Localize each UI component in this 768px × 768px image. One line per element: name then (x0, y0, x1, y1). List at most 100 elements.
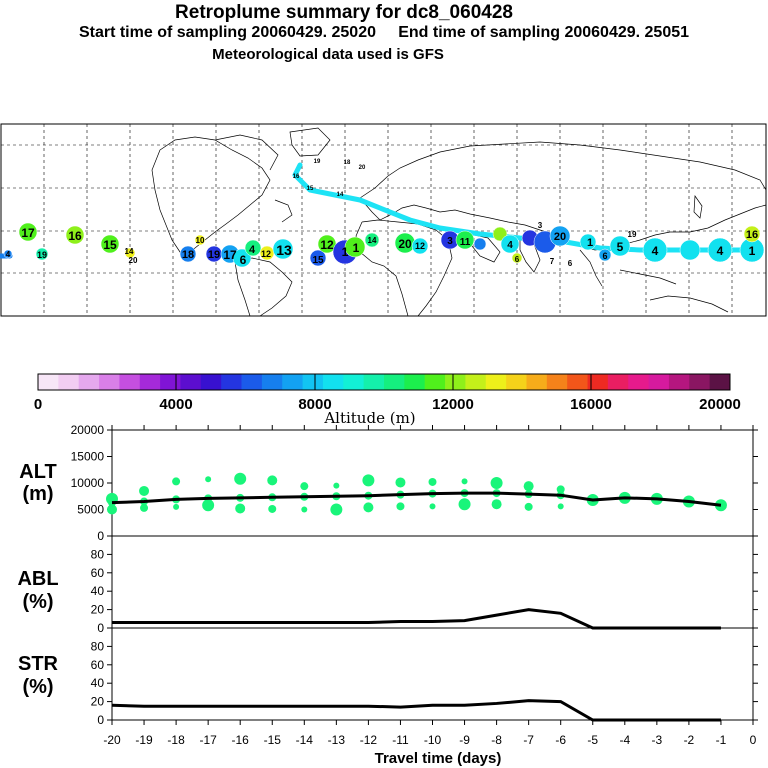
trajectory-marker (364, 232, 380, 248)
trajectory-marker (511, 252, 523, 264)
figure-title: Retroplume summary for dc8_060428 (175, 2, 513, 23)
abl-marks (112, 608, 721, 630)
trajectory-marker (100, 234, 120, 254)
x-axis: -20 -19 -18 -17 -16 -15 -14 -13 -12 -11 -10 -9 -8 -7-… (103, 425, 757, 747)
map-day-label: 19 (37, 250, 47, 260)
colorbar-cell (38, 374, 59, 390)
map-day-label: 20 (359, 165, 366, 171)
colorbar-cell (587, 374, 609, 390)
colorbar-cell (404, 374, 426, 390)
y-tick-label: 0 (97, 621, 104, 635)
alt-point (363, 502, 374, 513)
map-day-label: 12 (261, 249, 271, 259)
trajectory-marker (179, 245, 197, 263)
x-tick-label: -16 (232, 733, 250, 747)
colorbar-tick: 8000 (298, 396, 331, 413)
str-line (111, 699, 721, 722)
trajectory-marker (609, 235, 631, 257)
y-tick-label: 10000 (71, 476, 105, 490)
colorbar-cell (200, 374, 222, 390)
abl-ylabel-unit: (%) (22, 591, 53, 613)
trajectory-marker (411, 237, 429, 255)
trajectory-markers (3, 222, 765, 268)
map-day-label: 5 (617, 240, 624, 254)
str-marks (111, 699, 721, 722)
map-grid (1, 124, 766, 316)
map-day-label: 20 (398, 237, 412, 251)
colorbar-cell (465, 374, 487, 390)
x-tick-label: -18 (167, 733, 185, 747)
alt-point (458, 498, 471, 511)
x-tick-label: -7 (523, 733, 534, 747)
colorbar-tick: 4000 (159, 396, 192, 413)
map-day-label: 16 (293, 174, 300, 180)
colorbar-cell (180, 374, 202, 390)
x-tick-label: -11 (392, 733, 409, 747)
map-day-label: 10 (196, 236, 205, 245)
map-day-label: 4 (507, 240, 513, 251)
y-tick-label: 60 (91, 658, 105, 672)
map-day-label: 19 (314, 159, 321, 165)
alt-point (396, 502, 405, 511)
colorbar-cell (567, 374, 588, 390)
sampling-times: Start time of sampling 20060429. 25020 E… (78, 24, 690, 41)
x-tick-label: -14 (296, 733, 314, 747)
map-day-label: 17 (21, 226, 35, 240)
alt-ylabel: ALT (19, 461, 56, 483)
alt-point (235, 503, 246, 514)
y-tick-label: 80 (91, 547, 105, 561)
x-tick-label: -6 (555, 733, 566, 747)
map-day-label: 12 (415, 241, 425, 251)
colorbar-cell (628, 374, 649, 390)
trajectory-marker (707, 237, 733, 263)
colorbar-cell (302, 374, 324, 390)
alt-point (107, 504, 117, 515)
trajectory-marker (679, 239, 701, 261)
y-tick-label: 40 (91, 584, 105, 598)
alt-mean-line (111, 491, 722, 507)
alt-axis: 0 5000 10000 15000 20000 (71, 423, 758, 543)
x-tick-label: -12 (360, 733, 378, 747)
map-day-label: 11 (460, 237, 471, 248)
map-panel: 4 17 19 16 15 14 20 18 10 19 17 6 4 12 1… (0, 123, 767, 317)
map-day-label: 7 (550, 257, 555, 266)
trajectory-marker (65, 225, 85, 245)
trajectory-marker (3, 249, 13, 259)
alt-point (205, 476, 212, 483)
colorbar-cell (546, 374, 568, 390)
trajectory-marker (598, 248, 612, 262)
panel-ylabels: ALT (m) ABL (%) STR (%) (17, 461, 58, 698)
x-tick-label: -4 (619, 733, 630, 747)
alt-point (491, 499, 502, 510)
alt-point (333, 482, 340, 489)
map-day-label: 1 (749, 244, 756, 258)
alt-point (523, 481, 534, 492)
abl-ylabel: ABL (17, 568, 58, 590)
map-day-label: 13 (276, 242, 292, 258)
alt-point (429, 503, 436, 510)
map-day-label: 14 (337, 192, 344, 198)
map-day-label: 6 (515, 255, 520, 264)
x-tick-label: -17 (199, 733, 217, 747)
colorbar-cell (424, 374, 446, 390)
trajectory-marker (18, 222, 38, 242)
colorbar-tick: 0 (34, 396, 42, 413)
alt-point (301, 506, 308, 513)
x-tick-label: -10 (424, 733, 442, 747)
x-tick-label: -2 (684, 733, 695, 747)
map-day-label: 15 (103, 238, 117, 252)
map-day-label: 4 (717, 244, 724, 258)
trajectory-marker (455, 230, 475, 250)
trajectory-marker (549, 225, 571, 247)
alt-ylabel-unit: (m) (22, 483, 53, 505)
map-day-label: 4 (6, 250, 11, 259)
trajectory-marker (194, 234, 206, 246)
alt-point (362, 474, 375, 487)
abl-axis: 0 20 40 60 80 (91, 547, 758, 635)
map-day-label: 6 (602, 251, 607, 261)
map-day-label: 20 (129, 256, 138, 265)
trajectory-marker (232, 248, 252, 268)
colorbar-cell (261, 374, 283, 390)
colorbar-cell (526, 374, 548, 390)
